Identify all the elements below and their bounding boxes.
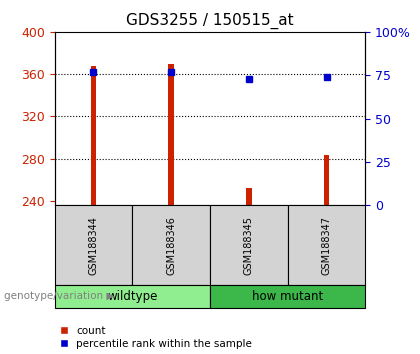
Text: GSM188344: GSM188344 bbox=[89, 216, 98, 275]
Text: GSM188346: GSM188346 bbox=[166, 216, 176, 275]
Title: GDS3255 / 150515_at: GDS3255 / 150515_at bbox=[126, 13, 294, 29]
Text: GSM188345: GSM188345 bbox=[244, 216, 254, 275]
Text: GSM188347: GSM188347 bbox=[322, 216, 331, 275]
Bar bbox=[324, 155, 329, 205]
Bar bbox=[210, 285, 365, 308]
Bar bbox=[210, 205, 288, 285]
Bar bbox=[55, 285, 210, 308]
Text: wildtype: wildtype bbox=[107, 290, 158, 303]
Bar bbox=[168, 64, 174, 205]
Text: genotype/variation ▶: genotype/variation ▶ bbox=[4, 291, 115, 302]
Bar bbox=[246, 188, 252, 205]
Bar bbox=[132, 205, 210, 285]
Bar bbox=[55, 205, 132, 285]
Bar bbox=[91, 66, 96, 205]
Bar bbox=[288, 205, 365, 285]
Legend: count, percentile rank within the sample: count, percentile rank within the sample bbox=[60, 326, 252, 349]
Text: how mutant: how mutant bbox=[252, 290, 323, 303]
